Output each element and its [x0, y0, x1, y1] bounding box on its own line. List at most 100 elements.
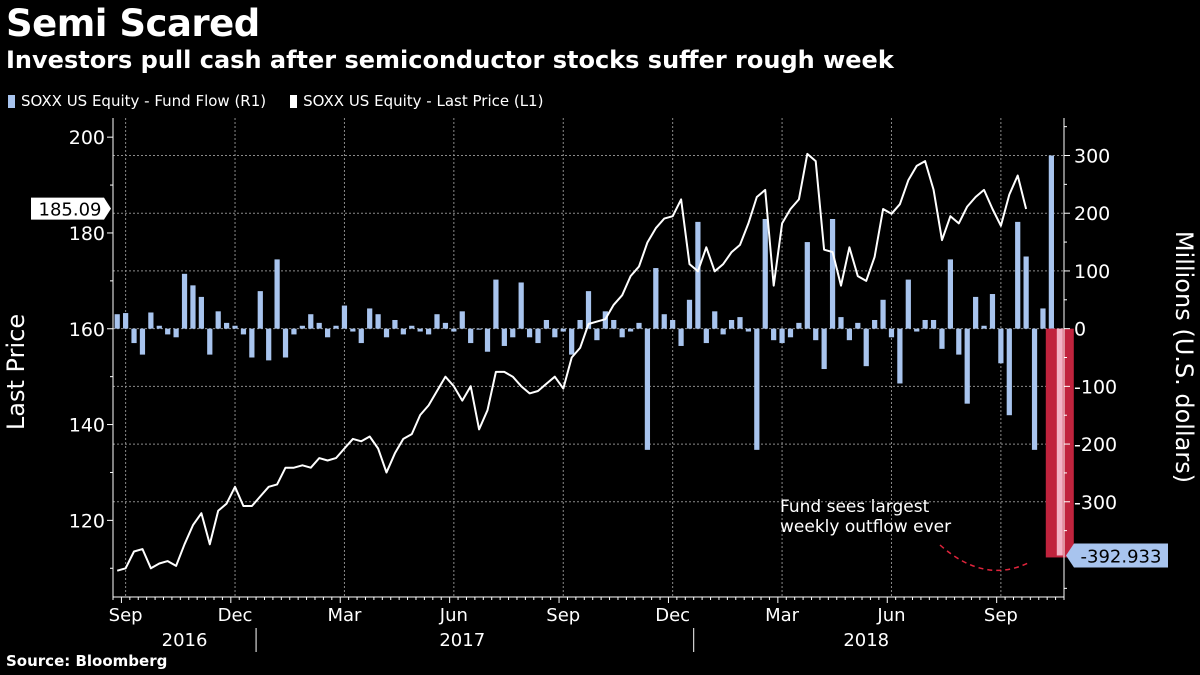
fund-flow-bar — [1040, 308, 1046, 329]
fund-flow-bar — [510, 328, 516, 338]
fund-flow-bar — [526, 328, 533, 338]
fund-flow-bar — [535, 328, 541, 344]
fund-flow-bar — [341, 305, 348, 329]
fund-flow-bar — [998, 328, 1004, 364]
legend-label-fund-flow: SOXX US Equity - Fund Flow (R1) — [21, 92, 267, 110]
fund-flow-bar — [468, 328, 474, 344]
fund-flow-bar — [282, 328, 289, 358]
x-year-label: 2016 — [162, 630, 208, 651]
fund-flow-bar — [459, 311, 465, 329]
fund-flow-bar — [165, 328, 171, 335]
fund-flow-bar — [207, 328, 213, 355]
legend-label-last-price: SOXX US Equity - Last Price (L1) — [303, 92, 544, 110]
fund-flow-bar — [484, 328, 491, 352]
fund-flow-bar — [392, 319, 398, 329]
fund-flow-bar — [1006, 328, 1012, 416]
fund-flow-bar — [695, 221, 701, 329]
fund-flow-bar — [897, 328, 903, 384]
x-month-label: Mar — [327, 605, 362, 626]
fund-flow-bar — [678, 328, 684, 346]
fund-flow-bar — [560, 328, 566, 332]
fund-flow-bar — [148, 312, 154, 329]
fund-flow-bar — [425, 328, 432, 335]
fund-flow-bar — [324, 328, 331, 338]
left-tick-label: 180 — [69, 223, 105, 245]
fund-flow-bar — [611, 319, 617, 329]
fund-flow-bar — [493, 279, 499, 329]
fund-flow-bar — [930, 319, 937, 329]
fund-flow-bar — [350, 328, 356, 332]
fund-flow-bar — [434, 314, 440, 329]
fund-flow-bar — [240, 328, 247, 335]
fund-flow-bar — [518, 282, 524, 329]
x-month-label: Sep — [546, 605, 580, 626]
fund-flow-bar — [585, 291, 592, 329]
fund-flow-bar — [762, 218, 768, 329]
fund-flow-bar — [476, 328, 482, 330]
fund-flow-bar — [754, 328, 760, 450]
x-month-label: Sep — [984, 605, 1018, 626]
fund-flow-bar — [552, 328, 558, 338]
left-tick-label: 140 — [69, 415, 105, 437]
x-year-label: 2018 — [843, 630, 889, 651]
chart-title: Semi Scared — [6, 2, 260, 45]
fund-flow-bar — [905, 279, 911, 329]
fund-flow-bar — [417, 328, 423, 332]
right-tick-label: 0 — [1074, 319, 1086, 341]
fund-flow-bar — [989, 294, 996, 329]
left-tick-label: 120 — [69, 510, 105, 532]
fund-flow-bar — [745, 328, 752, 332]
right-axis-title: Millions (U.S. dollars) — [1170, 231, 1198, 483]
fund-flow-bar — [156, 325, 162, 329]
outflow-highlight-bar — [1056, 328, 1063, 556]
fund-flow-bar — [215, 311, 221, 329]
fund-flow-bar — [257, 291, 263, 329]
last-flow-callout-label: -392.933 — [1081, 546, 1162, 567]
fund-flow-bar — [821, 328, 827, 370]
fund-flow-bar — [813, 328, 819, 341]
fund-flow-bar — [914, 328, 920, 332]
fund-flow-bar — [190, 285, 196, 329]
fund-flow-bar — [249, 328, 255, 358]
fund-flow-bar — [670, 319, 676, 329]
fund-flow-bar — [872, 319, 878, 329]
fund-flow-bar — [703, 328, 709, 344]
fund-flow-bar — [728, 319, 735, 329]
fund-flow-bar — [358, 328, 364, 344]
fund-flow-bar — [299, 325, 305, 329]
fund-flow-bar — [771, 328, 777, 341]
fund-flow-bar — [855, 322, 861, 329]
annotation-line-2: weekly outflow ever — [780, 517, 951, 537]
right-tick-label: 100 — [1074, 261, 1110, 283]
fund-flow-bar — [577, 319, 583, 329]
fund-flow-bar — [409, 325, 415, 329]
legend-item-last-price: SOXX US Equity - Last Price (L1) — [290, 92, 543, 110]
left-tick-label: 200 — [69, 127, 105, 149]
fund-flow-bar — [686, 299, 693, 329]
x-month-label: Mar — [765, 605, 800, 626]
fund-flow-bar — [619, 328, 625, 338]
fund-flow-bar — [308, 314, 314, 329]
right-tick-label: -100 — [1074, 376, 1117, 398]
fund-flow-bar — [400, 328, 406, 335]
fund-flow-bar — [123, 313, 129, 329]
right-tick-label: 300 — [1074, 146, 1110, 168]
fund-flow-bar — [964, 328, 970, 404]
fund-flow-bar — [644, 328, 651, 450]
x-month-label: Dec — [218, 605, 253, 626]
fund-flow-bars — [114, 155, 1063, 556]
right-tick-label: -300 — [1074, 492, 1117, 514]
fund-flow-bar — [266, 328, 272, 361]
fund-flow-bar — [981, 325, 987, 329]
left-tick-label: 160 — [69, 319, 105, 341]
fund-flow-bar — [973, 296, 979, 329]
x-year-label: 2017 — [439, 630, 485, 651]
fund-flow-bar — [888, 328, 895, 338]
chart-subtitle: Investors pull cash after semiconductor … — [6, 46, 894, 74]
fund-flow-bar — [139, 328, 146, 355]
fund-flow-bar — [291, 328, 297, 335]
fund-flow-bar — [1048, 155, 1054, 329]
grid-lines — [113, 118, 1064, 597]
fund-flow-bar — [1023, 256, 1029, 329]
